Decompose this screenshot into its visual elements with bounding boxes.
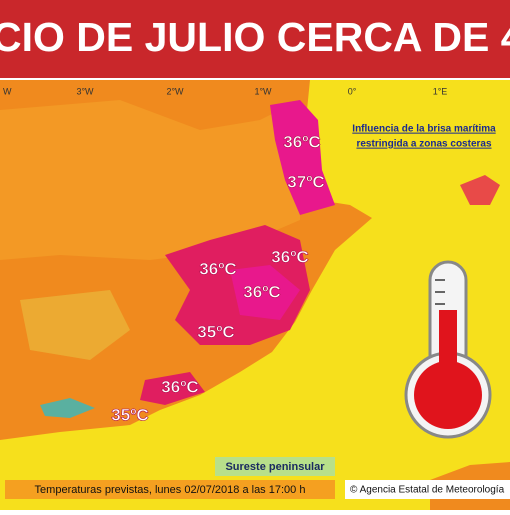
longitude-label: 3°W: [76, 86, 94, 96]
credit-box: [345, 480, 510, 499]
longitude-label: 0°: [348, 86, 357, 96]
caption: Temperaturas previstas, lunes 02/07/2018…: [35, 484, 306, 496]
temperature-label: 35ºC: [111, 405, 148, 424]
credit: © Agencia Estatal de Meteorología: [350, 485, 505, 496]
temperature-label: 35ºC: [197, 322, 234, 341]
temperature-label: 36ºC: [161, 377, 198, 396]
title-bar: [0, 0, 510, 78]
longitude-label: W: [3, 86, 12, 96]
region-label: Sureste peninsular: [225, 461, 325, 473]
caption-box: [5, 480, 335, 499]
title: CIO DE JULIO CERCA DE 40: [0, 14, 510, 60]
sea: [0, 80, 510, 510]
longitude-label: 2°W: [166, 86, 184, 96]
temperature-label: 36ºC: [283, 132, 320, 151]
temperature-label: 37ºC: [287, 172, 324, 191]
hot-zone: [270, 100, 335, 215]
island: [460, 175, 500, 205]
note-line: restringida a zonas costeras: [356, 139, 491, 150]
mountain-area: [20, 290, 130, 360]
thermometer: [404, 260, 492, 439]
sierra-nevada: [40, 398, 95, 418]
longitude-label: 1°E: [433, 86, 448, 96]
note-box: [338, 120, 510, 154]
longitude-label: 1°W: [254, 86, 272, 96]
temperature-label: 36ºC: [271, 247, 308, 266]
note-line: Influencia de la brisa marítima: [352, 124, 496, 135]
region-box: [215, 457, 335, 476]
hot-zone: [140, 372, 205, 405]
temperature-label: 36ºC: [199, 259, 236, 278]
temperature-label: 36ºC: [243, 282, 280, 301]
interior-land: [0, 100, 300, 260]
hot-zone: [230, 265, 300, 320]
